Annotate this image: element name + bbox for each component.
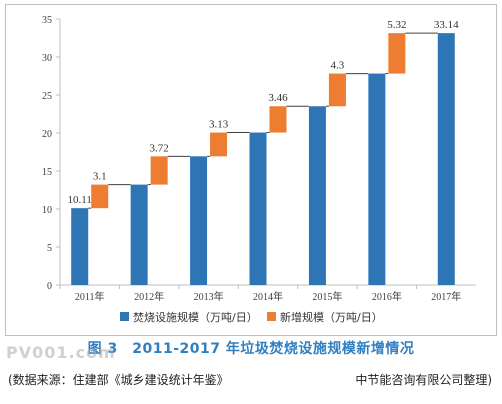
data-label: 5.32 [387,19,406,31]
source-note: (数据来源：住建部《城乡建设统计年鉴》 [8,373,229,387]
y-tick-label: 5 [47,243,52,254]
data-label: 3.1 [93,171,107,183]
bars-layer [71,32,455,286]
y-tick-label: 20 [42,129,52,140]
bar-base [190,156,208,285]
legend-label-base: 焚烧设施规模（万吨/日） [133,310,258,324]
bar-base [249,132,267,285]
bar-added [328,73,346,107]
bar-added [91,184,109,209]
legend-swatch-base [120,312,129,321]
data-label: 4.3 [331,60,345,72]
waterfall-chart: 0 5 10 15 20 25 30 35 2011年 2012年 2013年 2014年 2015年 2… [42,15,476,324]
legend-swatch-added [267,312,276,321]
x-tick-label: 2011年 [75,290,105,303]
legend-label-added: 新增规模（万吨/日） [280,310,383,324]
bar-added [210,132,228,157]
bar-base [71,208,89,285]
labels-layer: 10.113.1 3.72 3.13 3.46 4.3 5.32 33.14 [68,19,460,206]
x-tick-label: 2014年 [253,290,283,303]
bar-added [269,106,287,133]
watermark: PV001.com [6,343,116,362]
x-tick-label: 2015年 [312,290,342,303]
y-tick-label: 35 [42,15,52,26]
bar-base [437,33,455,285]
bar-base [130,184,148,285]
source-credit: 中节能咨询有限公司整理) [355,373,492,387]
y-tick-label: 0 [47,281,52,292]
x-tick-label: 2017年 [431,290,461,303]
y-tick-label: 10 [42,205,52,216]
legend: 焚烧设施规模（万吨/日） 新增规模（万吨/日） [120,310,383,324]
data-label: 3.13 [209,119,229,131]
data-label: 10.11 [68,194,92,206]
data-label: 3.72 [150,142,169,154]
axis-layer: 0 5 10 15 20 25 30 35 2011年 2012年 2013年 2014年 2015年 2… [42,15,476,303]
y-tick-label: 25 [42,91,52,102]
figure-caption: 图 3 2011-2017 年垃圾焚烧设施规模新增情况 [87,341,415,357]
y-tick-label: 30 [42,53,52,64]
data-label: 33.14 [434,19,459,31]
bar-base [308,106,326,285]
x-tick-label: 2016年 [372,290,402,303]
x-tick-label: 2012年 [134,290,164,303]
bar-added [150,156,168,185]
chart-frame: 0 5 10 15 20 25 30 35 2011年 2012年 2013年 2014年 2015年 2… [5,4,497,336]
bar-added [388,33,406,74]
bar-base [368,73,386,286]
x-tick-label: 2013年 [194,290,224,303]
y-tick-label: 15 [42,167,52,178]
data-label: 3.46 [268,92,288,104]
